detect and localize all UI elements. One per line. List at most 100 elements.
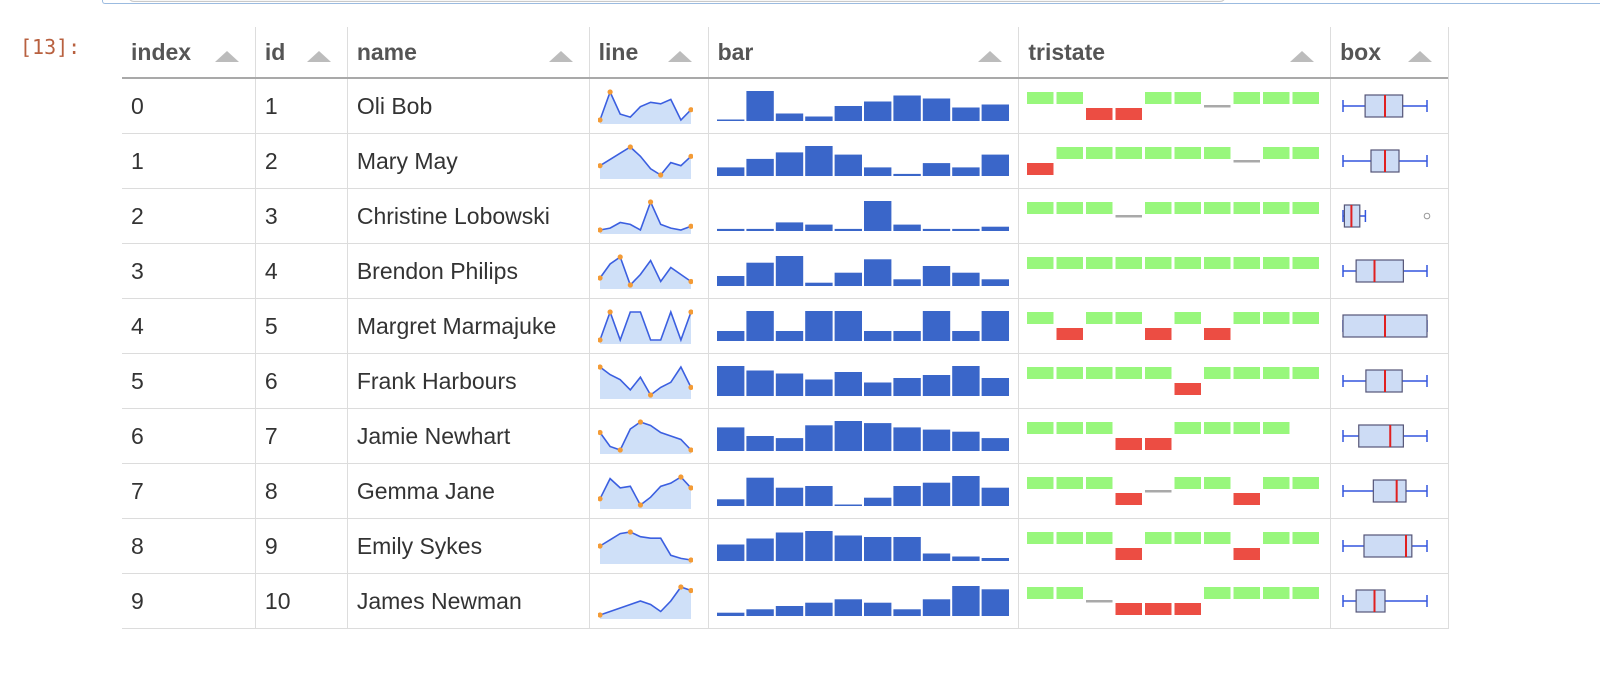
cell-box[interactable] bbox=[1331, 189, 1448, 243]
cell-line[interactable] bbox=[590, 409, 709, 463]
cell-id[interactable]: 5 bbox=[256, 299, 348, 353]
cell-tristate[interactable] bbox=[1019, 574, 1332, 628]
cell-id[interactable]: 3 bbox=[256, 189, 348, 243]
cell-tristate[interactable] bbox=[1019, 244, 1332, 298]
table-row[interactable]: 4 5 Margret Marmajuke bbox=[122, 299, 1448, 354]
table-row[interactable]: 5 6 Frank Harbours bbox=[122, 354, 1448, 409]
sort-arrow-icon[interactable] bbox=[214, 51, 239, 62]
cell-index[interactable]: 2 bbox=[122, 189, 256, 243]
bar-mark bbox=[922, 98, 950, 121]
table-row[interactable]: 9 10 James Newman bbox=[122, 574, 1448, 629]
sort-arrow-icon[interactable] bbox=[1408, 51, 1433, 62]
table-row[interactable]: 2 3 Christine Lobowski bbox=[122, 189, 1448, 244]
cell-bar[interactable] bbox=[709, 79, 1020, 133]
table-row[interactable]: 0 1 Oli Bob bbox=[122, 79, 1448, 134]
cell-bar[interactable] bbox=[709, 574, 1020, 628]
column-header-id[interactable]: id bbox=[256, 27, 348, 77]
cell-bar[interactable] bbox=[709, 409, 1020, 463]
cell-box[interactable] bbox=[1331, 134, 1448, 188]
cell-index[interactable]: 5 bbox=[122, 354, 256, 408]
cell-id[interactable]: 7 bbox=[256, 409, 348, 463]
cell-tristate[interactable] bbox=[1019, 409, 1332, 463]
bar-mark bbox=[951, 556, 980, 561]
cell-index[interactable]: 3 bbox=[122, 244, 256, 298]
cell-line[interactable] bbox=[590, 299, 709, 353]
cell-index[interactable]: 4 bbox=[122, 299, 256, 353]
cell-box[interactable] bbox=[1331, 244, 1448, 298]
cell-name[interactable]: Gemma Jane bbox=[348, 464, 590, 518]
cell-tristate[interactable] bbox=[1019, 299, 1332, 353]
cell-id[interactable]: 9 bbox=[256, 519, 348, 573]
cell-tristate[interactable] bbox=[1019, 134, 1332, 188]
cell-line[interactable] bbox=[590, 574, 709, 628]
column-header-tristate[interactable]: tristate bbox=[1019, 27, 1332, 77]
column-header-box[interactable]: box bbox=[1331, 27, 1448, 77]
cell-name[interactable]: Jamie Newhart bbox=[348, 409, 590, 463]
cell-name[interactable]: James Newman bbox=[348, 574, 590, 628]
table-row[interactable]: 6 7 Jamie Newhart bbox=[122, 409, 1448, 464]
sort-arrow-icon[interactable] bbox=[667, 51, 692, 62]
cell-bar[interactable] bbox=[709, 189, 1020, 243]
cell-line[interactable] bbox=[590, 464, 709, 518]
cell-line[interactable] bbox=[590, 354, 709, 408]
cell-index[interactable]: 0 bbox=[122, 79, 256, 133]
cell-name[interactable]: Christine Lobowski bbox=[348, 189, 590, 243]
cell-tristate[interactable] bbox=[1019, 354, 1332, 408]
cell-tristate[interactable] bbox=[1019, 79, 1332, 133]
cell-name[interactable]: Mary May bbox=[348, 134, 590, 188]
sort-arrow-icon[interactable] bbox=[548, 51, 573, 62]
column-header-bar[interactable]: bar bbox=[709, 27, 1020, 77]
cell-line[interactable] bbox=[590, 244, 709, 298]
cell-index[interactable]: 7 bbox=[122, 464, 256, 518]
sort-arrow-icon[interactable] bbox=[306, 51, 331, 62]
sort-arrow-icon[interactable] bbox=[978, 51, 1003, 62]
table-row[interactable]: 8 9 Emily Sykes bbox=[122, 519, 1448, 574]
cell-line[interactable] bbox=[590, 519, 709, 573]
cell-id[interactable]: 10 bbox=[256, 574, 348, 628]
cell-box[interactable] bbox=[1331, 519, 1448, 573]
cell-bar[interactable] bbox=[709, 244, 1020, 298]
cell-bar[interactable] bbox=[709, 299, 1020, 353]
cell-name[interactable]: Margret Marmajuke bbox=[348, 299, 590, 353]
cell-index[interactable]: 6 bbox=[122, 409, 256, 463]
table-row[interactable]: 7 8 Gemma Jane bbox=[122, 464, 1448, 519]
cell-id[interactable]: 4 bbox=[256, 244, 348, 298]
cell-index[interactable]: 8 bbox=[122, 519, 256, 573]
cell-bar[interactable] bbox=[709, 464, 1020, 518]
cell-line[interactable] bbox=[590, 79, 709, 133]
cell-bar[interactable] bbox=[709, 354, 1020, 408]
cell-index[interactable]: 9 bbox=[122, 574, 256, 628]
cell-bar[interactable] bbox=[709, 519, 1020, 573]
cell-box[interactable] bbox=[1331, 79, 1448, 133]
bar-mark bbox=[745, 436, 774, 451]
cell-box[interactable] bbox=[1331, 409, 1448, 463]
cell-name[interactable]: Frank Harbours bbox=[348, 354, 590, 408]
cell-tristate[interactable] bbox=[1019, 189, 1332, 243]
cell-box[interactable] bbox=[1331, 354, 1448, 408]
table-row[interactable]: 1 2 Mary May bbox=[122, 134, 1448, 189]
cell-line[interactable] bbox=[590, 189, 709, 243]
cell-name[interactable]: Brendon Philips bbox=[348, 244, 590, 298]
cell-box[interactable] bbox=[1331, 299, 1448, 353]
cell-line[interactable] bbox=[590, 134, 709, 188]
cell-bar[interactable] bbox=[709, 134, 1020, 188]
bar-mark bbox=[951, 167, 980, 176]
cell-name[interactable]: Oli Bob bbox=[348, 79, 590, 133]
table-row[interactable]: 3 4 Brendon Philips bbox=[122, 244, 1448, 299]
cell-id[interactable]: 8 bbox=[256, 464, 348, 518]
cell-index[interactable]: 1 bbox=[122, 134, 256, 188]
sort-arrow-icon[interactable] bbox=[1290, 51, 1315, 62]
cell-tristate[interactable] bbox=[1019, 464, 1332, 518]
column-header-name[interactable]: name bbox=[348, 27, 590, 77]
cell-id[interactable]: 1 bbox=[256, 79, 348, 133]
cell-box[interactable] bbox=[1331, 464, 1448, 518]
column-header-index[interactable]: index bbox=[122, 27, 256, 77]
cell-name[interactable]: Emily Sykes bbox=[348, 519, 590, 573]
column-header-line[interactable]: line bbox=[590, 27, 709, 77]
cell-id[interactable]: 2 bbox=[256, 134, 348, 188]
cell-tristate[interactable] bbox=[1019, 519, 1332, 573]
previous-cell-input[interactable] bbox=[128, 0, 1226, 2]
cell-box[interactable] bbox=[1331, 574, 1448, 628]
tristate-mark bbox=[1292, 587, 1320, 599]
cell-id[interactable]: 6 bbox=[256, 354, 348, 408]
